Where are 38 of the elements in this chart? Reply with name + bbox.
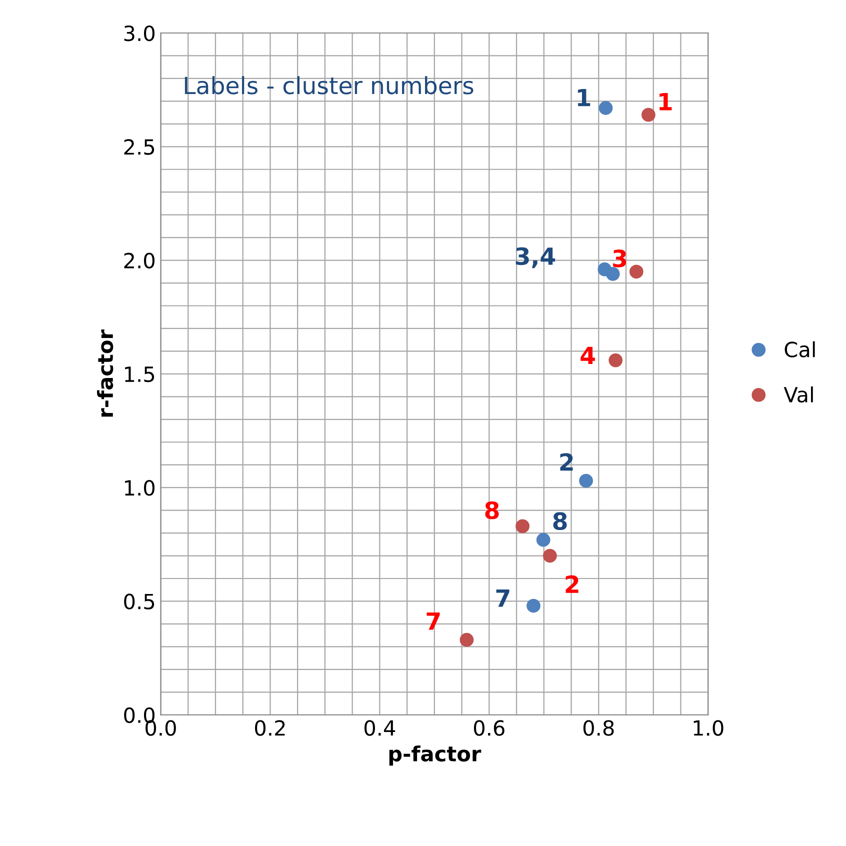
- point: [526, 598, 540, 613]
- annotation: 3,4: [516, 247, 556, 268]
- annotation: 3: [613, 250, 626, 268]
- point: [641, 108, 656, 122]
- x-tick-label: 0.2: [255, 720, 285, 736]
- point: [542, 548, 557, 563]
- annotation: 8: [553, 512, 567, 530]
- y-tick-label: 1.0: [125, 480, 154, 496]
- point: [536, 532, 550, 547]
- y-tick-label: 2.5: [124, 139, 154, 155]
- annotation: 7: [496, 590, 510, 607]
- point: [608, 353, 623, 368]
- y-tick-label: 3.0: [124, 25, 154, 42]
- y-tick-label: 0.5: [124, 594, 154, 610]
- point: [606, 266, 620, 281]
- point: [516, 519, 530, 534]
- annotation: 2: [566, 575, 578, 593]
- x-tick-label: 0.8: [583, 720, 614, 736]
- y-tick-label: 2.0: [124, 252, 154, 268]
- point: [598, 101, 613, 115]
- annotation: 4: [580, 346, 595, 364]
- y-axis-title: r-factor: [97, 330, 114, 417]
- annotation: 1: [578, 88, 590, 106]
- annotation: 1: [660, 93, 672, 110]
- x-axis-title: p-factor: [389, 745, 482, 766]
- x-tick-label: 0.6: [474, 720, 504, 736]
- annotation: 2: [560, 453, 573, 471]
- x-tick-label: 1.0: [694, 720, 724, 736]
- point: [579, 474, 593, 488]
- point: [460, 632, 474, 647]
- legend-label: Val: [784, 386, 813, 403]
- legend-label: Cal: [784, 341, 815, 358]
- x-tick-label: 0.4: [364, 720, 396, 736]
- y-tick-label: 1.5: [125, 366, 154, 382]
- annotation: 7: [426, 612, 440, 630]
- point: [629, 264, 644, 279]
- annotation: 8: [485, 501, 499, 520]
- annotation: Labels - cluster numbers: [184, 76, 474, 94]
